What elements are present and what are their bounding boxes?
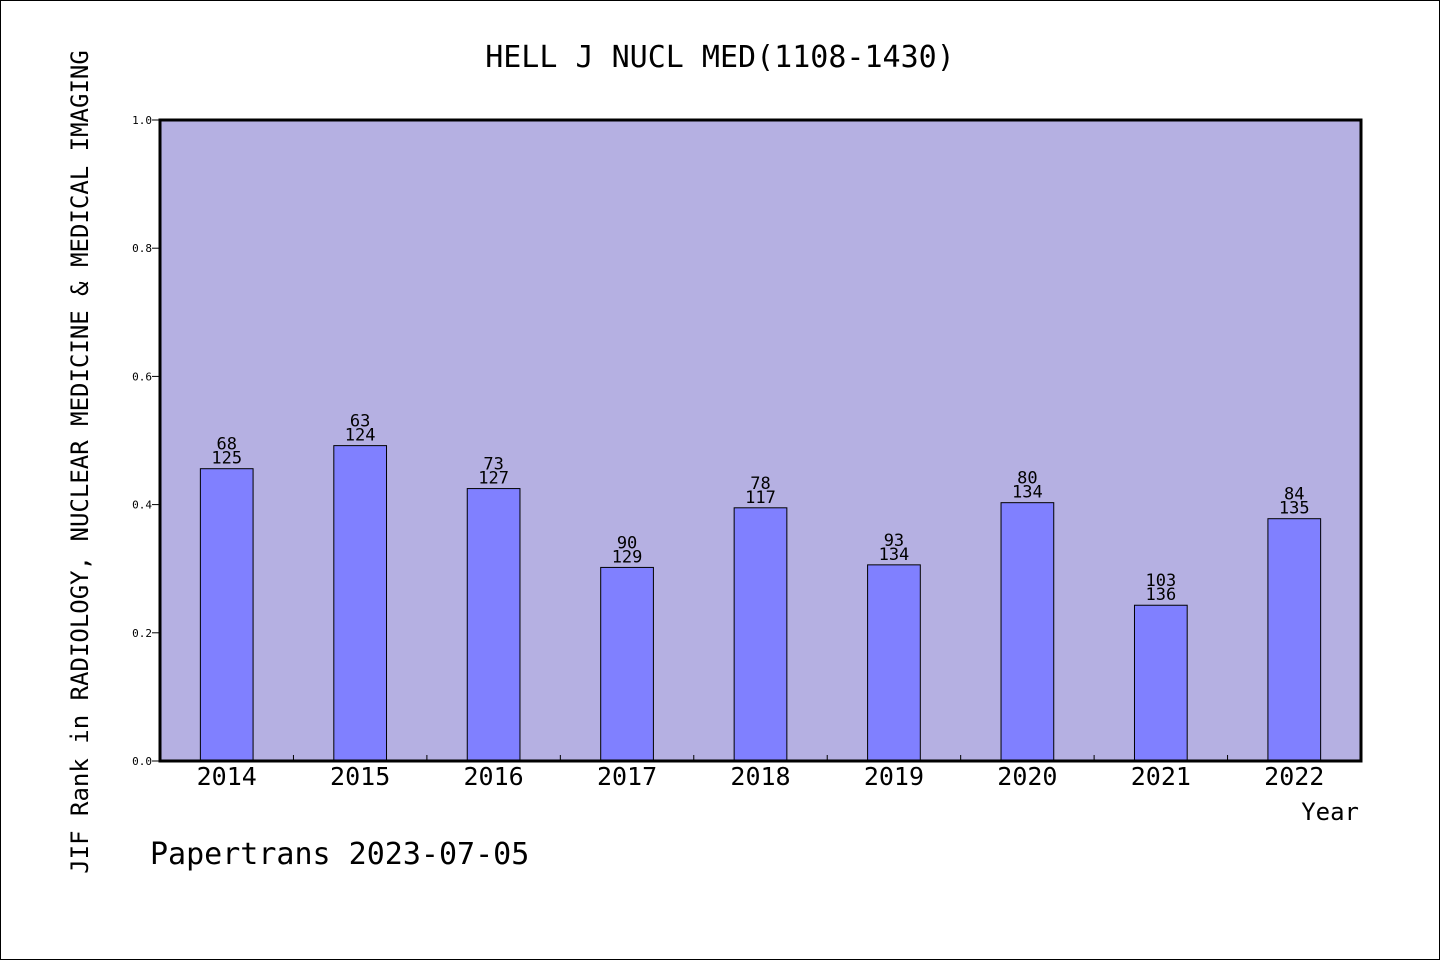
chart-title: HELL J NUCL MED(1108-1430) [485, 40, 955, 75]
x-tick-label: 2022 [1264, 762, 1324, 791]
bar-total-label: 117 [745, 488, 776, 508]
bar-total-label: 125 [211, 449, 242, 469]
x-tick-label: 2021 [1131, 762, 1191, 791]
bar-total-label: 135 [1279, 499, 1310, 519]
bar [1000, 502, 1055, 762]
y-tick-label: 0.8 [132, 242, 152, 255]
bar-rank-label: 84 [1284, 485, 1304, 505]
bar [199, 468, 254, 762]
x-tick-label: 2018 [730, 762, 790, 791]
bar-rank-label: 78 [750, 474, 770, 494]
bar-rank-label: 80 [1017, 469, 1037, 489]
y-tick-label: 1.0 [132, 114, 152, 127]
y-tick-label: 0.2 [132, 627, 152, 640]
x-tick-label: 2015 [330, 762, 390, 791]
bar [867, 564, 921, 762]
bar-total-label: 129 [612, 547, 643, 567]
y-tick-label: 0.4 [132, 499, 152, 512]
bar-rank-label: 63 [350, 412, 370, 432]
x-axis-label: Year [1301, 798, 1359, 826]
y-tick-label: 0.0 [132, 755, 152, 768]
bar-total-label: 134 [1012, 483, 1043, 503]
x-tick-label: 2017 [597, 762, 657, 791]
footer-credit: Papertrans 2023-07-05 [150, 837, 529, 872]
bar-rank-label: 68 [216, 435, 236, 455]
bar [466, 488, 521, 762]
bar-total-label: 124 [345, 426, 376, 446]
bar-rank-label: 90 [617, 533, 637, 553]
bar [600, 566, 654, 762]
bar-rank-label: 73 [483, 455, 503, 475]
bar-total-label: 134 [879, 545, 910, 565]
y-axis-label: JIF Rank in RADIOLOGY, NUCLEAR MEDICINE … [66, 50, 94, 874]
x-tick-label: 2020 [997, 762, 1057, 791]
x-tick-label: 2016 [464, 762, 524, 791]
bar-rank-label: 103 [1145, 571, 1176, 591]
bar [733, 507, 788, 762]
plot-frame [158, 118, 1363, 763]
bar-total-label: 127 [478, 469, 509, 489]
x-tick-label: 2014 [197, 762, 257, 791]
bar [1267, 518, 1322, 762]
y-tick-label: 0.6 [132, 370, 152, 383]
bar [333, 445, 388, 762]
bar-total-label: 136 [1145, 585, 1176, 605]
bar-rank-label: 93 [884, 531, 904, 551]
bar [1133, 604, 1188, 762]
x-tick-label: 2019 [864, 762, 924, 791]
